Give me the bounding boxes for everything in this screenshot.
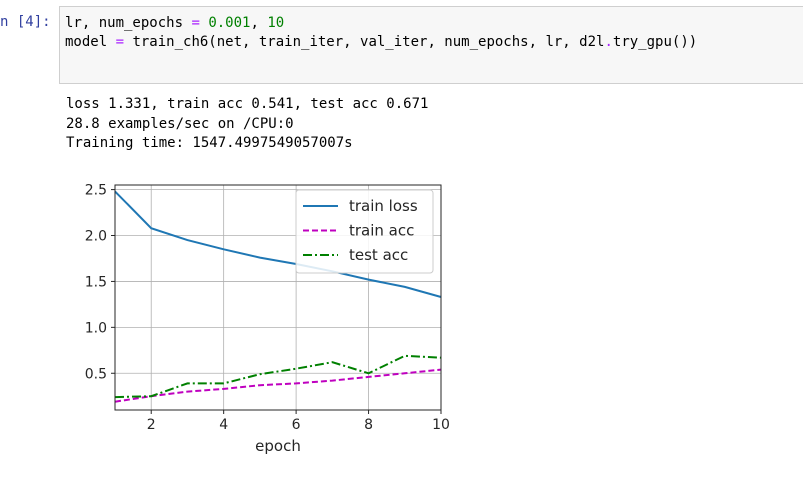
x-tick-label: 4: [219, 417, 228, 433]
x-tick-label: 2: [147, 417, 156, 433]
code-token: try_gpu()): [612, 34, 698, 50]
series-line-train-acc: [114, 368, 442, 403]
code-token: lr, num_epochs: [65, 15, 192, 31]
code-token: .: [604, 34, 613, 50]
output-line: 28.8 examples/sec on /CPU:0: [66, 115, 294, 132]
code-cell-input[interactable]: lr, num_epochs = 0.001, 10 model = train_…: [59, 6, 803, 84]
cell-prompt: n [4]:: [0, 14, 51, 30]
code-token: =: [191, 15, 200, 31]
legend-box: [295, 189, 434, 274]
x-tick-label: 10: [432, 417, 450, 433]
y-tick-label: 0.5: [85, 366, 107, 382]
code-editor[interactable]: lr, num_epochs = 0.001, 10 model = train_…: [65, 14, 697, 52]
cell-output: loss 1.331, train acc 0.541, test acc 0.…: [66, 95, 428, 154]
code-token: model: [65, 34, 116, 50]
code-token: =: [115, 34, 125, 50]
x-axis-label: epoch: [255, 437, 301, 455]
y-tick-label: 1.0: [85, 320, 107, 336]
y-tick-label: 2.0: [85, 229, 107, 245]
legend-label: train loss: [349, 197, 418, 215]
y-tick-label: 1.5: [85, 274, 107, 290]
output-line: loss 1.331, train acc 0.541, test acc 0.…: [66, 96, 429, 112]
legend-label: train acc: [349, 222, 414, 240]
series-line-train-loss: [114, 190, 442, 298]
code-line: model = train_ch6(net, train_iter, val_i…: [65, 33, 697, 52]
legend-label: test acc: [349, 246, 408, 264]
axes-frame: [114, 184, 442, 411]
training-chart: 2 4 6 8 10 0.5 1.0 1.5 2.0 2.5 epoch train loss trai…: [85, 183, 450, 455]
code-token: 10: [267, 15, 285, 31]
x-tick-label: 8: [364, 417, 373, 433]
output-line: Training time: 1547.4997549057007s: [66, 135, 353, 151]
y-tick-label: 2.5: [85, 183, 107, 199]
code-line: lr, num_epochs = 0.001, 10: [65, 14, 697, 33]
series-line-test-acc: [114, 354, 442, 399]
code-token: 0.001: [208, 15, 251, 31]
x-tick-label: 6: [292, 417, 301, 433]
code-token: train_ch6(net, train_iter, val_iter, num…: [124, 34, 605, 50]
code-token: ,: [250, 15, 268, 31]
